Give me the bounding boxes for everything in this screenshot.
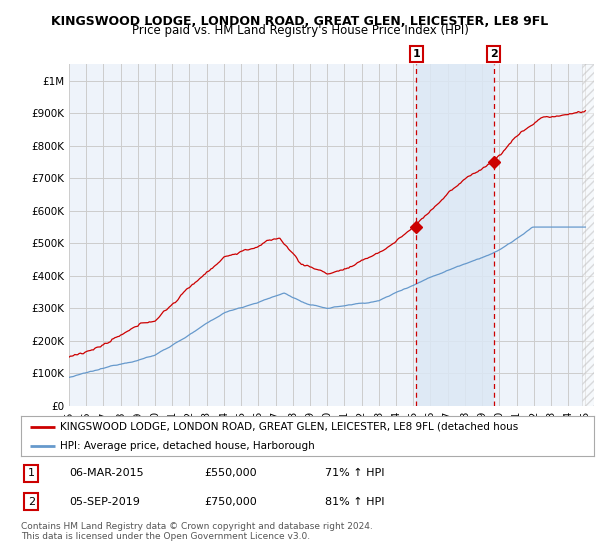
Text: KINGSWOOD LODGE, LONDON ROAD, GREAT GLEN, LEICESTER, LE8 9FL: KINGSWOOD LODGE, LONDON ROAD, GREAT GLEN… [52,15,548,27]
Text: £550,000: £550,000 [205,468,257,478]
Text: £750,000: £750,000 [205,497,257,507]
Text: 2: 2 [490,49,497,59]
Bar [583,64,594,406]
Text: 1: 1 [28,468,35,478]
Text: 81% ↑ HPI: 81% ↑ HPI [325,497,384,507]
Text: HPI: Average price, detached house, Harborough: HPI: Average price, detached house, Harb… [60,441,315,450]
Text: 06-MAR-2015: 06-MAR-2015 [70,468,145,478]
Text: Price paid vs. HM Land Registry's House Price Index (HPI): Price paid vs. HM Land Registry's House … [131,24,469,36]
Text: 1: 1 [412,49,420,59]
Text: KINGSWOOD LODGE, LONDON ROAD, GREAT GLEN, LEICESTER, LE8 9FL (detached hous: KINGSWOOD LODGE, LONDON ROAD, GREAT GLEN… [60,422,518,432]
Bar [416,64,494,406]
Text: Contains HM Land Registry data © Crown copyright and database right 2024.
This d: Contains HM Land Registry data © Crown c… [21,522,373,542]
Text: 2: 2 [28,497,35,507]
Text: 71% ↑ HPI: 71% ↑ HPI [325,468,384,478]
Text: 05-SEP-2019: 05-SEP-2019 [70,497,140,507]
